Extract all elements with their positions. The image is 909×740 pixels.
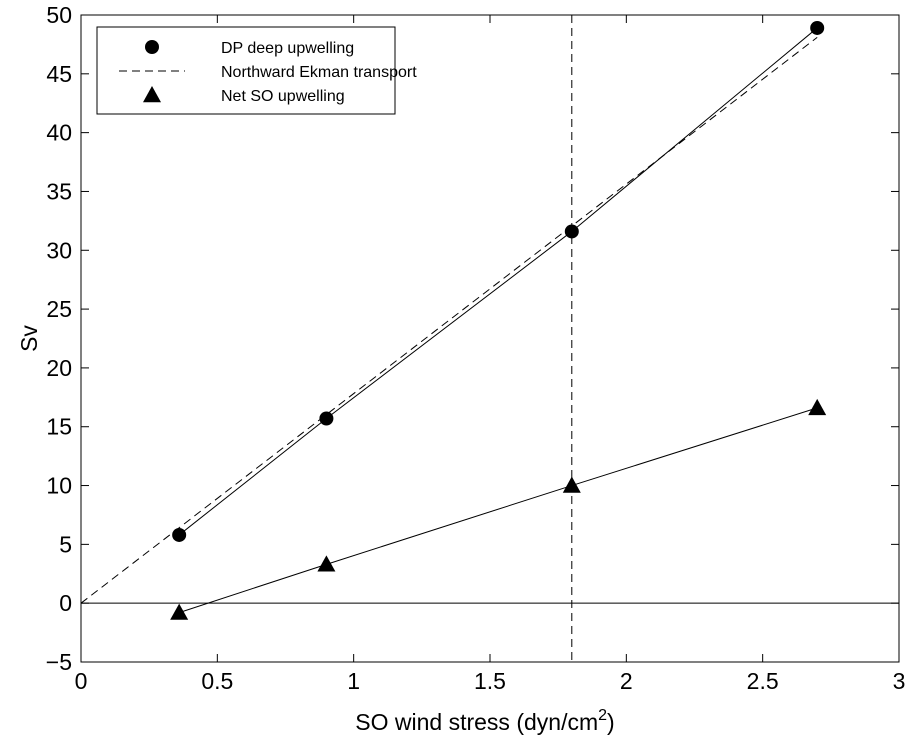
legend-label: Net SO upwelling — [221, 88, 345, 105]
plot-series — [80, 20, 827, 620]
data-point — [564, 224, 579, 239]
x-axis-ticks: 0 0.5 1 1.5 2 2.5 3 — [75, 15, 906, 694]
series-net-so-upwelling — [170, 398, 827, 620]
y-axis-ticks: −5 0 5 10 15 20 25 30 35 40 45 50 — [46, 2, 899, 675]
series-northward-ekman-transport — [80, 36, 818, 604]
legend-label: Northward Ekman transport — [221, 64, 417, 81]
data-point — [562, 476, 581, 493]
series-line — [179, 407, 818, 614]
x-tick-label: 3 — [893, 668, 906, 694]
legend: DP deep upwelling Northward Ekman transpo… — [96, 26, 417, 115]
y-tick-label: 35 — [46, 178, 72, 204]
x-axis-label-superscript: 2 — [598, 707, 607, 724]
data-point — [808, 398, 827, 416]
reference-lines — [81, 15, 899, 662]
y-tick-label: 25 — [46, 296, 72, 322]
x-tick-label: 1 — [347, 668, 360, 694]
series-dp-deep-upwelling — [172, 20, 825, 542]
legend-marker — [145, 40, 159, 54]
x-axis-label-main: SO wind stress (dyn/cm — [355, 709, 598, 735]
x-tick-label: 0.5 — [201, 668, 233, 694]
x-axis-label-suffix: ) — [607, 709, 615, 735]
y-tick-label: 15 — [46, 414, 72, 440]
data-point — [172, 527, 187, 542]
data-point — [317, 555, 336, 572]
y-tick-label: 5 — [59, 531, 72, 557]
data-point — [170, 603, 189, 620]
x-tick-label: 2.5 — [747, 668, 779, 694]
x-axis-label: SO wind stress (dyn/cm2) — [355, 707, 614, 735]
y-tick-label: −5 — [46, 649, 72, 675]
x-tick-label: 0 — [75, 668, 88, 694]
y-axis-label: Sv — [16, 325, 42, 352]
data-point — [319, 411, 334, 426]
y-tick-label: 30 — [46, 237, 72, 263]
series-line — [178, 27, 818, 536]
legend-item: Northward Ekman transport — [119, 64, 417, 81]
x-tick-label: 2 — [620, 668, 633, 694]
y-tick-label: 45 — [46, 61, 72, 87]
y-tick-label: 10 — [46, 473, 72, 499]
y-tick-label: 50 — [46, 2, 72, 28]
legend-label: DP deep upwelling — [221, 40, 354, 57]
legend-item: DP deep upwelling — [145, 40, 354, 57]
data-point — [810, 20, 825, 35]
legend-marker — [143, 86, 161, 103]
y-tick-label: 0 — [59, 590, 72, 616]
series-line — [80, 36, 818, 604]
y-tick-label: 20 — [46, 355, 72, 381]
legend-item: Net SO upwelling — [143, 86, 345, 105]
x-tick-label: 1.5 — [474, 668, 506, 694]
y-tick-label: 40 — [46, 120, 72, 146]
